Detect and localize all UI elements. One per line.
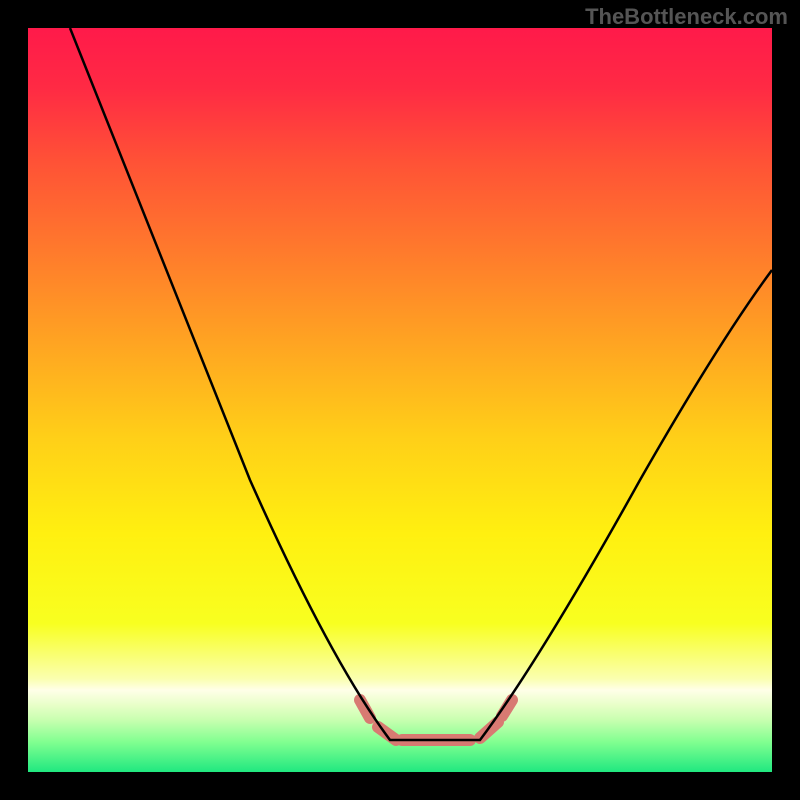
bottleneck-chart: TheBottleneck.com [0,0,800,800]
plot-background [28,28,772,772]
chart-container: TheBottleneck.com [0,0,800,800]
watermark: TheBottleneck.com [585,4,788,29]
